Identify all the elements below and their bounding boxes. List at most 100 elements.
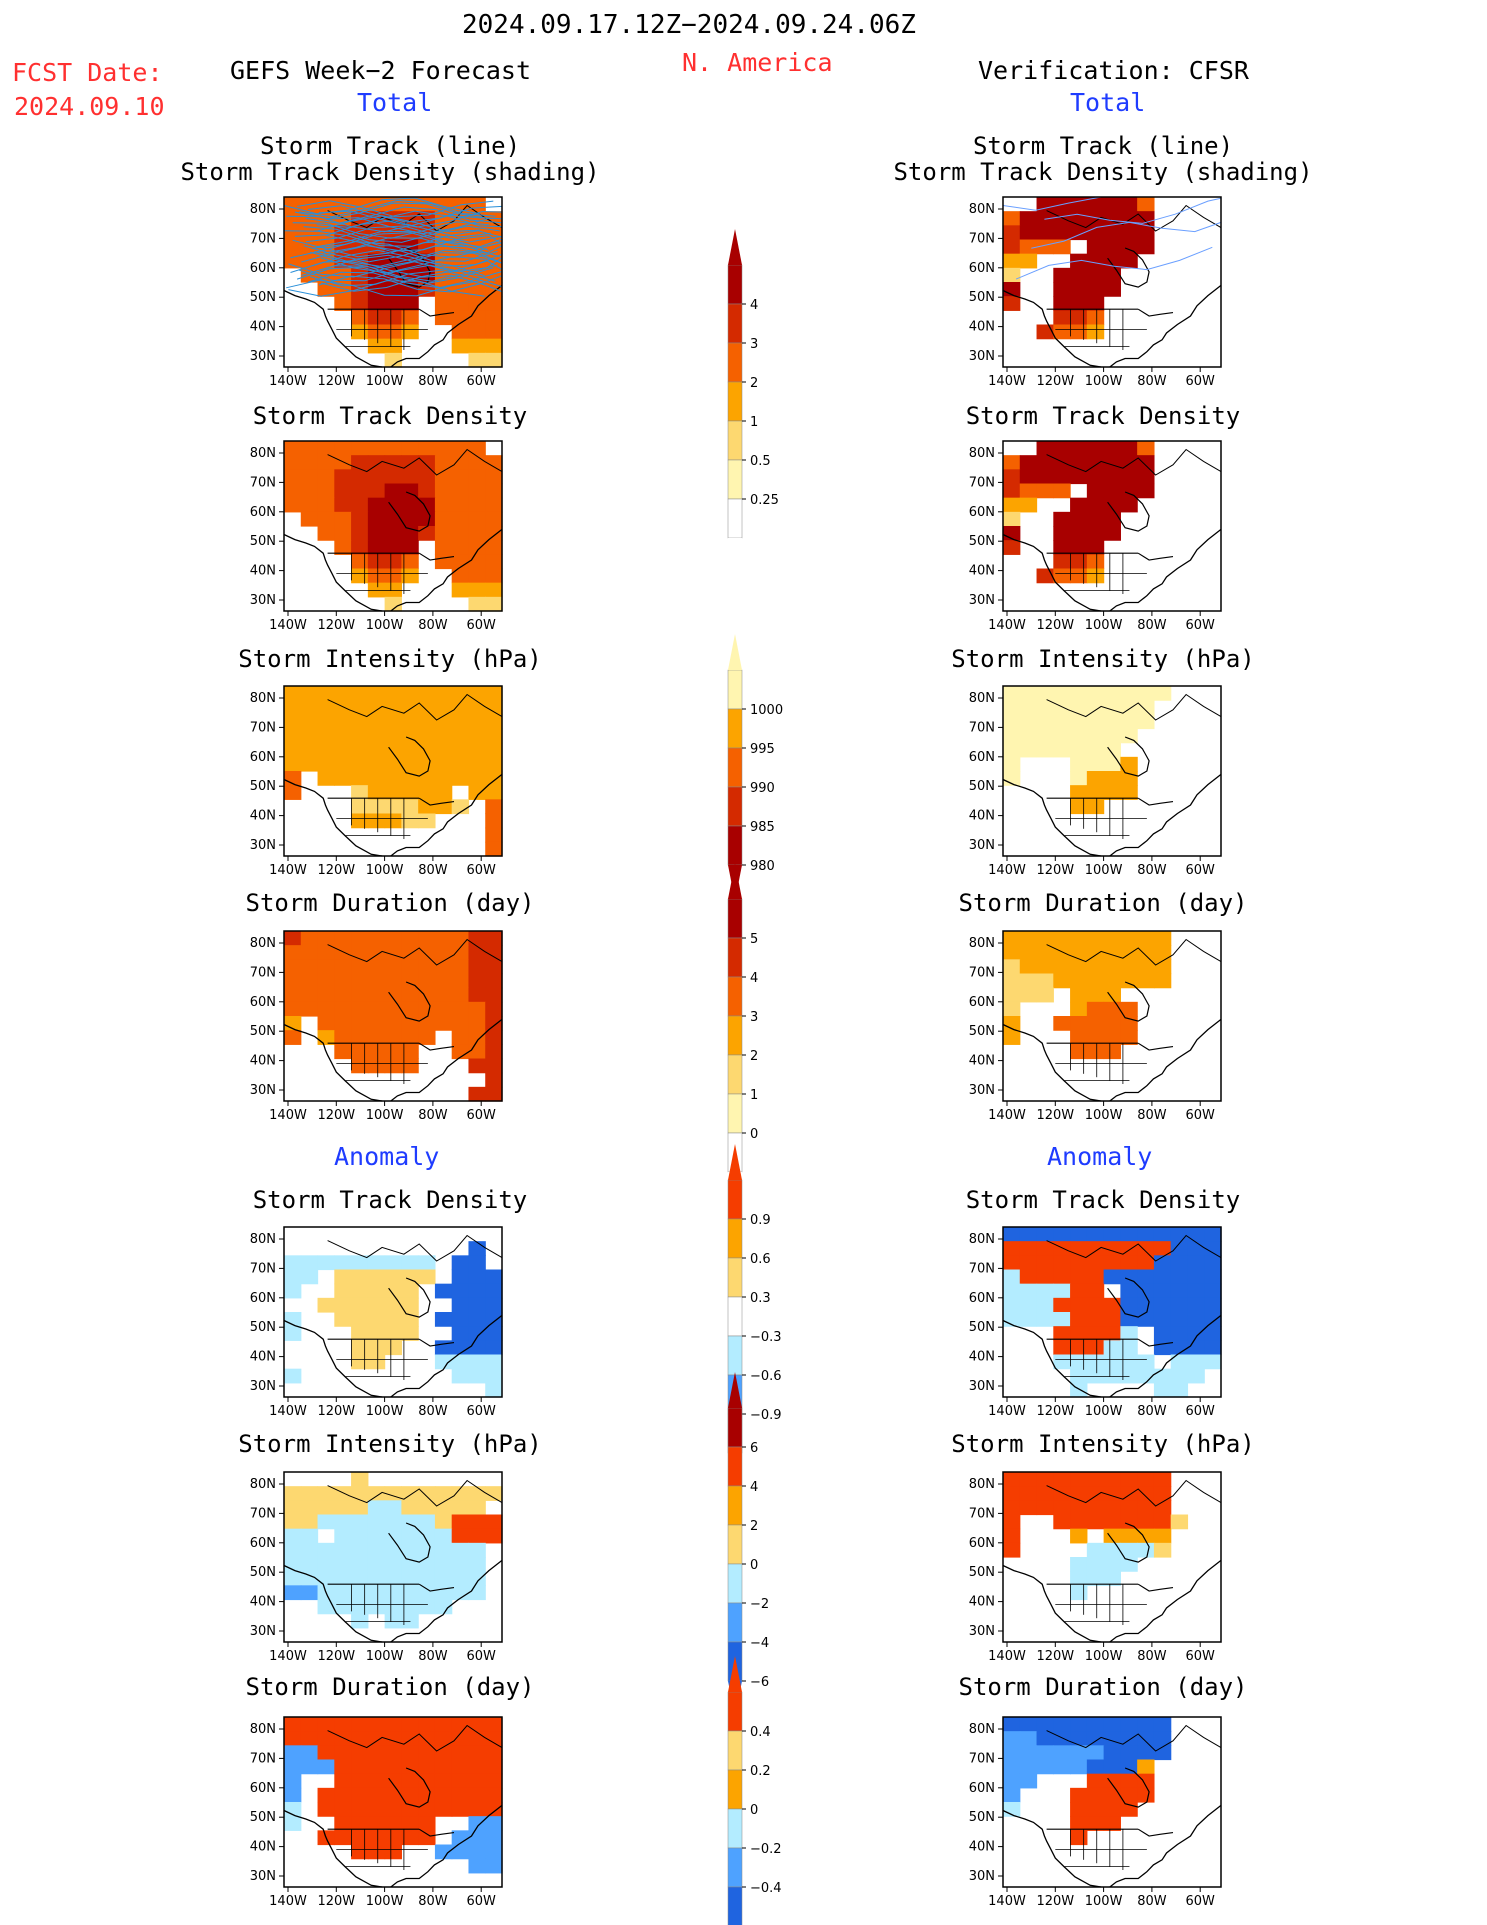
map-cell xyxy=(468,686,486,701)
map-cell xyxy=(300,931,319,946)
map-cell xyxy=(367,973,386,989)
map-cell xyxy=(418,973,436,989)
map-cell xyxy=(300,511,319,527)
map-cell xyxy=(1003,1472,1021,1487)
map-cell xyxy=(334,771,352,786)
map-cell xyxy=(1137,714,1155,730)
map-cell xyxy=(1153,1326,1172,1341)
map-cell xyxy=(468,1745,486,1761)
map-cell xyxy=(351,1030,369,1045)
map-cell xyxy=(1103,1354,1121,1370)
map-cell xyxy=(1204,1241,1222,1256)
map-cell xyxy=(300,1731,319,1746)
map-cell xyxy=(434,1486,453,1501)
map-cell xyxy=(1137,197,1155,212)
map-cell xyxy=(485,352,503,368)
map-cell xyxy=(1103,973,1121,989)
storm-track-line xyxy=(292,221,489,239)
map-cell xyxy=(1120,1269,1138,1285)
map-cell xyxy=(1137,239,1155,255)
map-cell xyxy=(1103,1472,1121,1487)
map-cell xyxy=(1137,959,1155,975)
panel-title-density-verif: Storm Track Density xyxy=(965,402,1241,430)
map-cell xyxy=(384,1585,402,1601)
storm-track-line xyxy=(299,199,496,218)
map-cell xyxy=(468,554,486,570)
map-cell xyxy=(434,1585,453,1601)
map-cell xyxy=(1053,511,1071,527)
colorbar-label: 0 xyxy=(750,1558,758,1573)
map-cell xyxy=(1170,1312,1189,1327)
map-cell xyxy=(1103,714,1121,730)
map-cell xyxy=(1036,568,1054,584)
west-coastline xyxy=(283,533,383,612)
map-cell xyxy=(384,1759,402,1775)
map-cell xyxy=(434,441,453,456)
map-cell xyxy=(1086,1283,1105,1299)
map-cell xyxy=(451,1486,470,1501)
map-cell xyxy=(367,1044,386,1060)
map-cell xyxy=(367,1599,386,1615)
map-cell xyxy=(300,225,319,241)
map-cell xyxy=(1070,945,1088,960)
map-cell xyxy=(1103,686,1121,701)
colorbar-label: −6 xyxy=(750,1675,769,1690)
map-cell xyxy=(1103,1542,1121,1558)
map-cell xyxy=(367,483,386,499)
map-cell xyxy=(1019,455,1038,470)
map-cell xyxy=(451,700,470,715)
map-cell xyxy=(334,1585,352,1601)
map-cell xyxy=(1120,1255,1138,1271)
map-cell xyxy=(401,511,419,527)
lat-label: 60N xyxy=(969,261,995,276)
map-cell xyxy=(367,197,386,212)
map-cell xyxy=(334,987,352,1003)
map-cell xyxy=(468,742,486,758)
map-cell xyxy=(434,1571,453,1586)
map-cell xyxy=(1086,441,1105,456)
map-cell xyxy=(468,1086,486,1102)
map-cell xyxy=(384,785,402,800)
map-cell xyxy=(1036,197,1054,212)
map-cell xyxy=(401,1745,419,1761)
map-cell xyxy=(334,1745,352,1761)
map-cell xyxy=(1019,714,1038,730)
map-cell xyxy=(1019,239,1038,255)
map-cell xyxy=(485,945,503,960)
map-cell xyxy=(401,1001,419,1017)
map-cell xyxy=(317,483,335,499)
map-cell xyxy=(1103,1269,1121,1285)
map-cell xyxy=(418,511,436,527)
map-cell xyxy=(468,771,486,786)
map-cell xyxy=(1187,1283,1205,1299)
map-cell xyxy=(1070,540,1088,555)
map-cell xyxy=(367,1514,386,1530)
map-cell xyxy=(401,1514,419,1530)
map-cell xyxy=(468,1058,486,1074)
map-cell xyxy=(451,1297,470,1313)
map-cell xyxy=(451,1354,470,1370)
map-cell xyxy=(485,1514,503,1530)
map-cell xyxy=(451,1283,470,1299)
map-frame xyxy=(283,196,503,368)
lat-label: 80N xyxy=(250,1722,276,1737)
map-cell xyxy=(401,1058,419,1074)
map-cell xyxy=(1019,1312,1038,1327)
map-cell xyxy=(367,582,386,598)
total-label-forecast: Total xyxy=(357,88,433,117)
map-cell xyxy=(1137,483,1155,499)
map-cell xyxy=(367,310,386,326)
map-cell xyxy=(1053,1297,1071,1313)
map-cell xyxy=(351,959,369,975)
map-cell xyxy=(1003,267,1021,283)
map-cell xyxy=(401,799,419,815)
map-cell xyxy=(334,296,352,311)
map-cell xyxy=(1170,1354,1189,1370)
lon-label: 120W xyxy=(317,1108,355,1123)
colorbar-label: 0.2 xyxy=(750,1764,771,1779)
arctic-coastline xyxy=(1046,1479,1222,1507)
map-cell xyxy=(1036,1297,1054,1313)
map-cell xyxy=(451,1255,470,1271)
map-cell xyxy=(351,497,369,513)
map-frame xyxy=(283,685,503,857)
